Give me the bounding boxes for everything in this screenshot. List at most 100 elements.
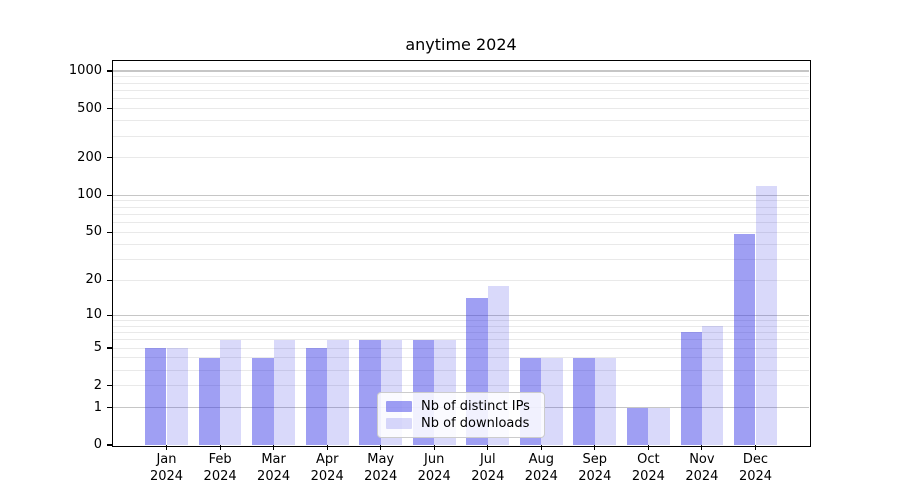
x-axis-tick xyxy=(165,445,168,450)
y-tick-label: 0 xyxy=(93,437,102,452)
gridline-minor xyxy=(113,200,809,202)
x-axis-tick xyxy=(594,445,596,450)
bar-distinct-ips xyxy=(145,348,167,445)
bar-downloads xyxy=(541,357,563,445)
gridline-major xyxy=(113,194,809,196)
y-tick-label: 10 xyxy=(85,307,102,323)
x-axis-tick xyxy=(326,445,328,450)
gridline-minor xyxy=(113,369,809,371)
gridline-minor xyxy=(113,89,809,91)
y-axis-tick xyxy=(107,347,113,349)
bar-distinct-ips xyxy=(680,332,702,445)
bar-distinct-ips xyxy=(573,357,595,445)
bar-distinct-ips xyxy=(252,357,274,445)
chart-title: anytime 2024 xyxy=(405,35,517,54)
x-axis-tick xyxy=(754,445,757,450)
gridline-minor xyxy=(113,206,809,208)
x-tick-label: Mar 2024 xyxy=(257,452,291,484)
x-tick-label: Sep 2024 xyxy=(578,452,612,484)
legend-swatch-downloads-icon xyxy=(386,418,412,429)
y-tick-label: 1 xyxy=(93,399,102,415)
gridline-minor xyxy=(113,120,809,121)
gridline-minor xyxy=(113,319,809,321)
y-axis-tick xyxy=(107,314,113,316)
x-axis-tick xyxy=(540,445,542,450)
y-axis-tick xyxy=(107,70,113,72)
legend-label-distinct-ips: Nb of distinct IPs xyxy=(421,399,530,414)
legend-item-distinct-ips: Nb of distinct IPs xyxy=(386,398,536,415)
gridline-minor xyxy=(113,357,809,359)
bar-distinct-ips xyxy=(359,339,381,445)
gridline-major xyxy=(113,314,809,316)
y-axis-tick xyxy=(107,194,113,196)
bar-downloads xyxy=(327,339,349,445)
gridline-minor xyxy=(113,339,809,341)
y-axis-tick xyxy=(107,157,113,159)
gridline-minor xyxy=(113,135,809,137)
y-tick-label: 100 xyxy=(77,187,102,203)
gridline-minor xyxy=(113,82,809,84)
y-tick-label: 5 xyxy=(93,340,102,355)
gridline-minor xyxy=(113,331,809,333)
y-tick-label: 2 xyxy=(93,377,102,393)
y-axis-tick xyxy=(107,231,113,233)
y-tick-label: 1000 xyxy=(68,63,102,78)
x-axis-tick xyxy=(380,445,382,450)
x-tick-label: Apr 2024 xyxy=(310,452,344,484)
x-tick-label: Jul 2024 xyxy=(471,452,505,484)
y-axis-tick xyxy=(107,107,113,110)
x-tick-label: Jun 2024 xyxy=(417,452,451,484)
gridline-minor xyxy=(113,98,809,100)
legend-swatch-distinct-ips-icon xyxy=(386,401,412,412)
plot-area xyxy=(113,61,809,445)
bar-downloads xyxy=(701,326,724,445)
gridline-minor xyxy=(113,231,809,233)
x-tick-label: Feb 2024 xyxy=(203,452,237,484)
x-axis-tick xyxy=(219,445,221,450)
bar-downloads xyxy=(220,339,242,445)
bar-distinct-ips xyxy=(305,348,328,445)
legend-label-downloads: Nb of downloads xyxy=(421,416,530,431)
bar-downloads xyxy=(273,339,295,445)
y-tick-label: 50 xyxy=(85,224,102,240)
y-tick-label: 20 xyxy=(85,272,102,288)
bar-distinct-ips xyxy=(198,357,221,445)
bar-downloads xyxy=(648,407,670,445)
gridline-minor xyxy=(113,157,809,159)
x-axis-tick xyxy=(487,445,489,450)
bar-distinct-ips xyxy=(734,234,756,445)
bar-downloads xyxy=(755,185,777,445)
gridline-minor xyxy=(113,347,809,349)
bar-distinct-ips xyxy=(627,407,649,445)
y-axis-tick xyxy=(107,444,113,446)
gridline-minor xyxy=(113,243,809,245)
gridline-minor xyxy=(113,258,809,260)
y-tick-label: 200 xyxy=(77,149,102,165)
gridline-minor xyxy=(113,385,809,386)
y-axis-tick xyxy=(107,279,113,281)
gridline-minor xyxy=(113,108,809,109)
x-tick-label: Dec 2024 xyxy=(738,452,773,484)
y-axis-tick xyxy=(107,384,113,387)
legend-item-downloads: Nb of downloads xyxy=(386,415,536,432)
x-tick-label: Jan 2024 xyxy=(149,452,184,484)
x-axis-tick xyxy=(433,445,435,450)
gridline-minor xyxy=(113,325,809,327)
x-tick-label: Aug 2024 xyxy=(524,452,558,484)
gridline-minor xyxy=(113,222,809,223)
x-axis-tick xyxy=(273,445,275,450)
legend: Nb of distinct IPs Nb of downloads xyxy=(377,392,545,438)
x-tick-label: Oct 2024 xyxy=(631,452,665,484)
gridline-minor xyxy=(113,213,809,215)
gridline-minor xyxy=(113,76,809,78)
x-axis-tick xyxy=(647,445,649,450)
bar-downloads xyxy=(166,348,188,445)
gridline-major xyxy=(113,70,809,72)
gridline-minor xyxy=(113,279,809,281)
x-axis-tick xyxy=(701,445,703,450)
x-tick-label: May 2024 xyxy=(364,452,398,484)
y-tick-label: 500 xyxy=(77,100,102,116)
x-tick-label: Nov 2024 xyxy=(685,452,719,484)
y-axis-tick xyxy=(107,406,113,409)
